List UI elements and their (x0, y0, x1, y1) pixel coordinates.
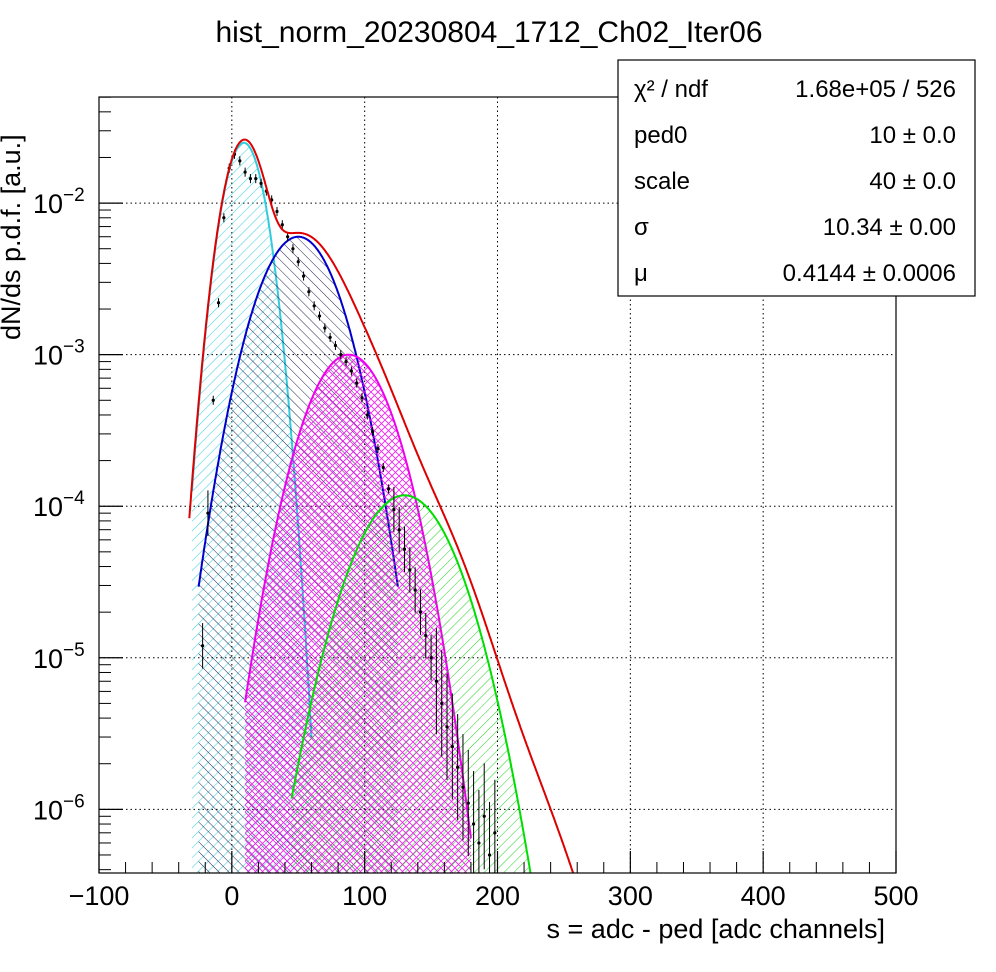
data-point (456, 765, 460, 769)
stats-row-value: 10.34 ± 0.00 (823, 214, 956, 241)
x-tick-label: −100 (69, 881, 130, 911)
data-point (296, 260, 300, 264)
data-point (493, 831, 497, 835)
data-point (275, 209, 279, 214)
data-point (386, 487, 391, 491)
data-point (402, 547, 407, 551)
stats-row-name: σ (634, 214, 649, 241)
data-point (344, 359, 348, 364)
x-tick-label: 300 (608, 881, 653, 911)
data-point (259, 181, 263, 185)
data-point (286, 235, 290, 239)
data-point (333, 343, 338, 348)
data-point (471, 822, 476, 826)
data-point (238, 159, 242, 163)
x-tick-label: 100 (342, 881, 387, 911)
data-point (280, 223, 284, 227)
data-point (371, 430, 375, 434)
data-point (392, 507, 396, 512)
stats-row-value: 10 ± 0.0 (869, 122, 956, 149)
component-4-area (291, 495, 531, 873)
data-point (365, 413, 369, 417)
data-point (301, 274, 306, 278)
data-point (291, 247, 295, 251)
chart-title: hist_norm_20230804_1712_Ch02_Iter06 (215, 16, 762, 49)
axes: −100 0 100 200 300 400 500 10−2 10−3 10−4 10−5 10−6 (33, 96, 919, 911)
plot-area (188, 138, 575, 873)
data-point (216, 301, 221, 305)
data-point (429, 656, 433, 660)
y-axis-label: dN/ds p.d.f. [a.u.] (0, 134, 26, 340)
stats-row-value: 40 ± 0.0 (869, 168, 956, 195)
data-point (349, 369, 353, 373)
data-point (206, 511, 210, 515)
y-tick-label: 10−2 (33, 185, 85, 219)
data-point (477, 841, 481, 845)
x-tick-label: 500 (873, 881, 918, 911)
data-point (339, 353, 343, 357)
data-point (317, 314, 322, 318)
data-point (418, 610, 423, 614)
stats-row-value: 0.4144 ± 0.0006 (783, 260, 956, 287)
data-point (434, 679, 438, 683)
stats-row-name: μ (634, 260, 648, 287)
data-point (323, 326, 327, 330)
data-point (243, 170, 247, 174)
data-point (413, 588, 417, 592)
data-point (211, 398, 215, 402)
data-point (487, 853, 492, 857)
data-point (381, 465, 385, 470)
data-point (307, 290, 311, 294)
data-point (254, 177, 258, 181)
data-point (466, 801, 470, 805)
stats-row-name: scale (634, 168, 690, 195)
data-point (424, 634, 428, 638)
data-point (355, 381, 359, 385)
data-point (328, 335, 332, 339)
y-tick-label: 10−6 (33, 791, 85, 825)
data-point (222, 216, 226, 220)
x-tick-label: 0 (224, 881, 239, 911)
x-tick-label: 200 (475, 881, 520, 911)
y-tick-label: 10−4 (33, 488, 85, 522)
data-point (201, 644, 205, 648)
total-fit-curve (188, 138, 575, 873)
data-point (440, 701, 444, 706)
data-point (376, 446, 380, 451)
data-point (450, 744, 454, 749)
data-point (461, 785, 465, 789)
stats-row-name: ped0 (634, 122, 687, 149)
data-point (312, 304, 316, 308)
data-point (397, 528, 401, 532)
y-tick-label: 10−5 (33, 640, 85, 674)
data-point (445, 725, 449, 729)
stats-row-name: χ² / ndf (634, 76, 708, 103)
data-point (248, 177, 253, 181)
stats-box: χ² / ndf 1.68e+05 / 526 ped0 10 ± 0.0 scale 4… (617, 59, 976, 297)
y-tick-label: 10−3 (33, 337, 85, 371)
x-tick-label: 400 (741, 881, 786, 911)
component-4-curve (290, 494, 532, 873)
x-axis-label: s = adc - ped [adc channels] (547, 914, 885, 944)
data-point (360, 396, 364, 400)
data-point (408, 568, 412, 572)
data-point (482, 814, 486, 818)
stats-row-value: 1.68e+05 / 526 (795, 76, 956, 103)
